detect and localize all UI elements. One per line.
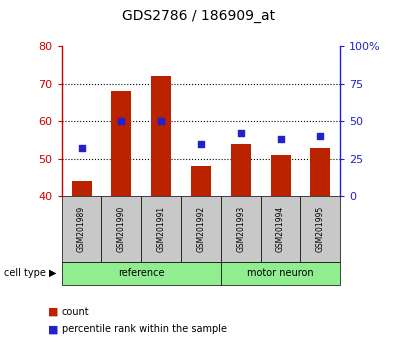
Text: percentile rank within the sample: percentile rank within the sample: [62, 324, 227, 334]
Point: [118, 118, 125, 124]
Point: [78, 145, 85, 151]
Text: GSM201995: GSM201995: [316, 206, 325, 252]
Text: GSM201990: GSM201990: [117, 206, 126, 252]
Text: GSM201994: GSM201994: [276, 206, 285, 252]
Text: motor neuron: motor neuron: [247, 268, 314, 279]
Text: ■: ■: [48, 324, 58, 334]
Bar: [231, 144, 251, 196]
Text: cell type ▶: cell type ▶: [4, 268, 57, 279]
Point: [238, 131, 244, 136]
Text: GSM201989: GSM201989: [77, 206, 86, 252]
Bar: [310, 148, 330, 196]
Bar: [151, 76, 171, 196]
Text: reference: reference: [118, 268, 164, 279]
Point: [317, 133, 324, 139]
Bar: [271, 155, 291, 196]
Text: GSM201993: GSM201993: [236, 206, 245, 252]
Point: [158, 118, 164, 124]
Bar: [191, 166, 211, 196]
Text: ■: ■: [48, 307, 58, 316]
Bar: [72, 181, 92, 196]
Text: GSM201991: GSM201991: [157, 206, 166, 252]
Point: [198, 141, 204, 147]
Bar: [111, 91, 131, 196]
Point: [277, 136, 284, 142]
Text: GSM201992: GSM201992: [197, 206, 205, 252]
Text: count: count: [62, 307, 89, 316]
Text: GDS2786 / 186909_at: GDS2786 / 186909_at: [123, 9, 275, 23]
